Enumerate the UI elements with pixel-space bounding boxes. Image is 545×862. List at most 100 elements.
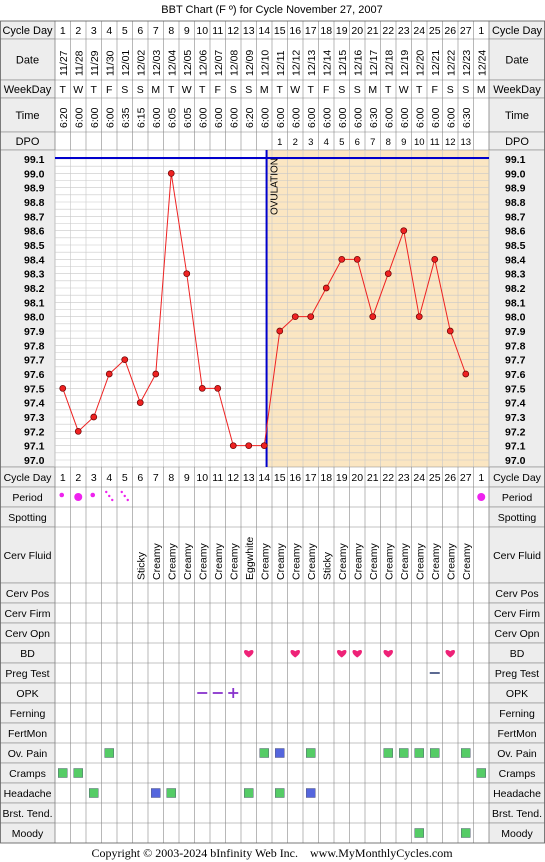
- row-label-dpo: DPO: [16, 136, 40, 148]
- y-tick-label: 98.8: [24, 197, 45, 209]
- cycle-day-label-bottom: 5: [122, 472, 128, 484]
- row-label-cerv_fluid: Cerv Fluid: [4, 550, 52, 562]
- cerv-fluid-label: Sticky: [135, 551, 147, 580]
- weekday-label: S: [462, 84, 469, 96]
- weekday-label: T: [168, 84, 175, 96]
- cerv-fluid-label: Sticky: [321, 551, 333, 580]
- row-label-preg_test: Preg Test: [5, 668, 49, 680]
- cycle-day-label: 10: [196, 25, 208, 37]
- row-label-ov_pain: Ov. Pain: [8, 748, 48, 760]
- row-label-cramps-right: Cramps: [499, 768, 536, 780]
- date-label: 12/24: [476, 50, 488, 76]
- row-label-spotting: Spotting: [8, 512, 47, 524]
- cycle-day-label-bottom: 14: [258, 472, 270, 484]
- row-label-moody: Moody: [12, 828, 44, 840]
- row-label-fertmon-right: FertMon: [497, 728, 536, 740]
- y-tick-label-right: 98.1: [505, 297, 526, 309]
- y-tick-label: 99.1: [24, 154, 45, 166]
- row-label-cerv_firm: Cerv Firm: [4, 608, 50, 620]
- row-label-cerv_pos: Cerv Pos: [6, 588, 49, 600]
- y-tick-label-right: 97.3: [505, 412, 526, 424]
- cycle-day-label: 20: [351, 25, 363, 37]
- time-label: 6:00: [337, 107, 349, 128]
- y-tick-label-right: 98.6: [505, 226, 526, 238]
- y-tick-label-right: 99.0: [505, 168, 526, 180]
- row-label-cerv_fluid-right: Cerv Fluid: [493, 550, 541, 562]
- date-label: 12/15: [337, 50, 349, 76]
- date-label: 12/14: [321, 50, 333, 76]
- date-label: 12/06: [197, 50, 209, 76]
- time-label: 6:00: [306, 107, 318, 128]
- time-label: 6:00: [275, 107, 287, 128]
- time-label: 6:00: [399, 107, 411, 128]
- period-spot: [108, 494, 111, 498]
- dpo-label: 12: [445, 137, 456, 148]
- temperature-point: [183, 270, 191, 278]
- temperature-point: [105, 370, 113, 378]
- row-label-fertmon: FertMon: [8, 728, 47, 740]
- temperature-point: [121, 356, 129, 364]
- moody-box: [461, 828, 471, 838]
- date-label: 12/20: [414, 50, 426, 76]
- date-label: 12/02: [135, 50, 147, 76]
- temperature-point: [338, 255, 346, 263]
- weekday-label: M: [260, 84, 269, 96]
- temperature-point: [59, 384, 67, 392]
- time-label: 6:00: [89, 107, 101, 128]
- cerv-fluid-label: Creamy: [259, 542, 271, 580]
- period-spot: [123, 494, 126, 498]
- y-tick-label: 98.1: [24, 297, 45, 309]
- cerv-fluid-label: Creamy: [414, 542, 426, 580]
- cycle-day-label: 4: [106, 25, 112, 37]
- row-header-left: [0, 38, 56, 81]
- ov-pain-box: [461, 748, 471, 758]
- weekday-label: F: [323, 84, 329, 96]
- y-tick-label: 97.7: [24, 355, 45, 367]
- date-label: 12/23: [461, 50, 473, 76]
- y-tick-label-right: 98.3: [505, 269, 526, 281]
- time-label: 6:00: [352, 107, 364, 128]
- cycle-day-label: 3: [91, 25, 97, 37]
- date-label: 12/01: [120, 50, 132, 76]
- weekday-label: W: [73, 84, 83, 96]
- y-tick-label: 97.0: [24, 455, 45, 467]
- time-label: 6:00: [321, 107, 333, 128]
- cycle-day-label: 12: [227, 25, 239, 37]
- row-label-weekday: WeekDay: [4, 84, 52, 96]
- time-label: 6:00: [445, 107, 457, 128]
- dpo-label: 5: [339, 137, 344, 148]
- time-label: 6:00: [197, 107, 209, 128]
- y-tick-label-right: 98.5: [505, 240, 526, 252]
- time-label: 6:00: [290, 107, 302, 128]
- cerv-fluid-label: Creamy: [445, 542, 457, 580]
- cycle-day-label: 5: [122, 25, 128, 37]
- weekday-label: M: [368, 84, 377, 96]
- dpo-label: 7: [370, 137, 375, 148]
- date-label: 12/07: [213, 50, 225, 76]
- y-tick-label: 97.8: [24, 340, 45, 352]
- cycle-day-label-bottom: 1: [478, 472, 484, 484]
- weekday-label: S: [354, 84, 361, 96]
- weekday-label: W: [290, 84, 300, 96]
- weekday-label: T: [385, 84, 392, 96]
- dpo-label: 2: [293, 137, 298, 148]
- cerv-fluid-label: Creamy: [290, 542, 302, 580]
- ov-pain-box: [399, 748, 409, 758]
- date-label: 12/12: [290, 50, 302, 76]
- temperature-point: [369, 313, 377, 321]
- period-spot: [111, 498, 114, 502]
- period-dot: [477, 493, 486, 501]
- bd-heart: [290, 650, 300, 658]
- y-tick-label: 97.6: [24, 369, 45, 381]
- cerv-fluid-label: Creamy: [383, 542, 395, 580]
- headache-box: [306, 788, 316, 798]
- time-label: 6:30: [461, 107, 473, 128]
- cycle-day-label-bottom: 21: [367, 472, 379, 484]
- dpo-label: 11: [430, 137, 440, 148]
- cerv-fluid-label: Creamy: [151, 542, 163, 580]
- row-label-cycle_day: Cycle Day: [4, 472, 53, 484]
- headache-box: [244, 788, 254, 798]
- date-label: 11/30: [104, 50, 116, 76]
- temperature-point: [245, 442, 253, 450]
